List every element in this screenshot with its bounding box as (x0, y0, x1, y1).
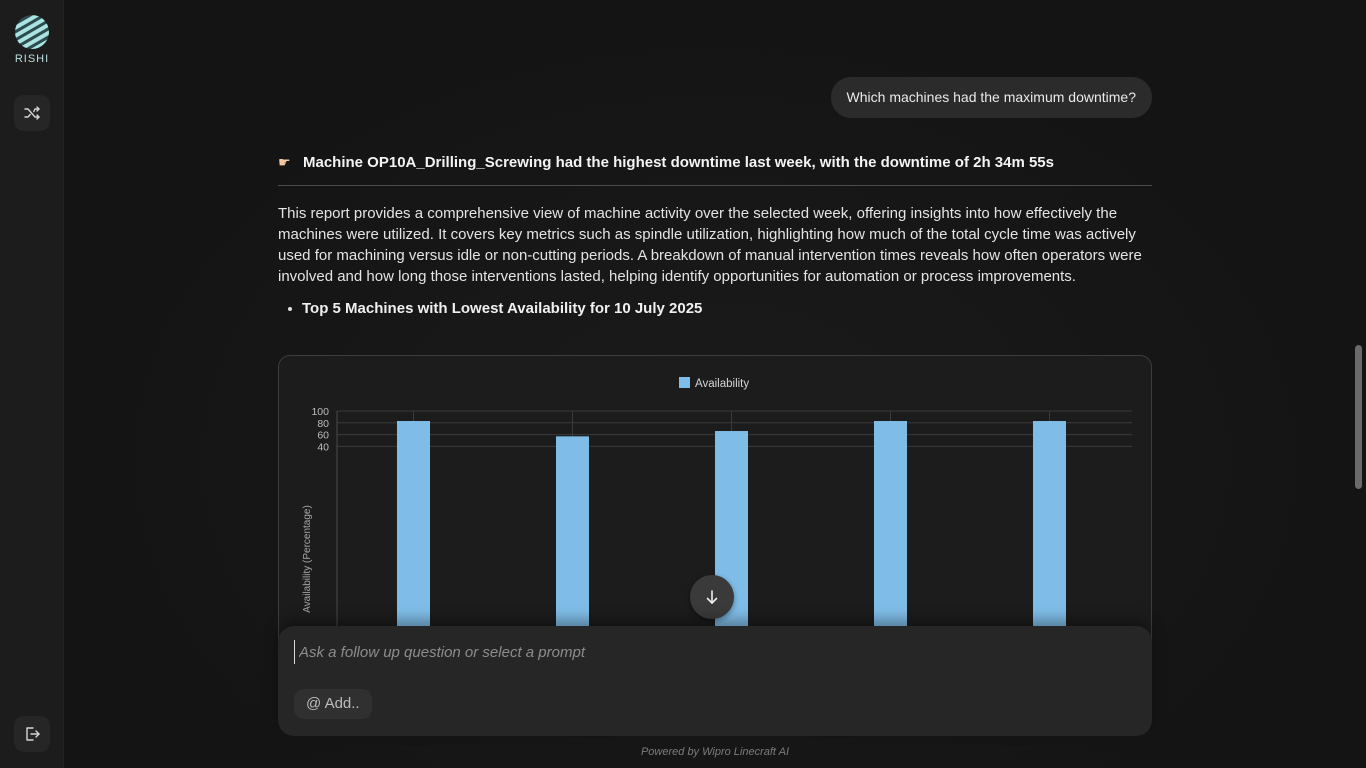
user-message: Which machines had the maximum downtime? (830, 77, 1152, 118)
answer-headline: ☛ Machine OP10A_Drilling_Screwing had th… (278, 150, 1152, 174)
chat-area: Which machines had the maximum downtime?… (64, 0, 1366, 768)
y-tick-label: 60 (317, 430, 329, 442)
sidebar: RISHI (0, 0, 64, 768)
shuffle-button[interactable] (14, 95, 50, 131)
y-tick-label: 100 (311, 406, 329, 418)
composer: @ Add.. (278, 626, 1152, 736)
y-tick-label: 80 (317, 418, 329, 430)
arrow-down-icon (706, 590, 718, 604)
availability-bar[interactable] (1033, 421, 1066, 655)
headline-text: Machine OP10A_Drilling_Screwing had the … (303, 153, 1054, 171)
app-name: RISHI (14, 53, 50, 65)
assistant-answer: ☛ Machine OP10A_Drilling_Screwing had th… (278, 150, 1152, 317)
logout-icon (26, 727, 40, 741)
pointing-hand-icon: ☛ (278, 153, 291, 170)
shuffle-icon (24, 106, 40, 120)
bullet-dot (288, 306, 292, 311)
rishi-logo-icon (15, 15, 49, 49)
add-context-button[interactable]: @ Add.. (294, 689, 372, 719)
y-tick-label: 40 (317, 441, 329, 453)
chart-bullet: Top 5 Machines with Lowest Availability … (278, 300, 1152, 317)
divider (278, 185, 1152, 186)
page-scrollbar[interactable] (1355, 345, 1362, 489)
answer-paragraph: This report provides a comprehensive vie… (278, 205, 1142, 285)
chart-legend[interactable]: Availability (679, 377, 749, 390)
availability-bar[interactable] (715, 431, 748, 655)
availability-bar[interactable] (874, 421, 907, 655)
logout-button[interactable] (14, 716, 50, 752)
scroll-down-button[interactable] (690, 575, 734, 619)
availability-bar[interactable] (556, 436, 589, 655)
bullet-text: Top 5 Machines with Lowest Availability … (302, 300, 703, 317)
availability-bar[interactable] (397, 421, 430, 655)
availability-chart: 100 80 60 40 Availability Availability (Per… (278, 355, 1152, 655)
legend-label: Availability (695, 378, 749, 390)
legend-swatch (679, 377, 690, 388)
y-axis-label: Availability (Percentage) (302, 505, 313, 613)
logo[interactable]: RISHI (10, 14, 54, 65)
follow-up-input[interactable] (294, 640, 1134, 664)
footer-text: Powered by Wipro Linecraft AI (640, 746, 790, 758)
